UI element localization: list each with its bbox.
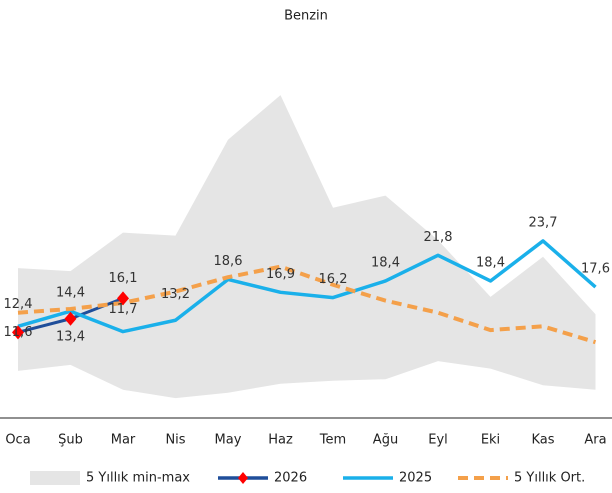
data-label: 14,4 <box>56 286 85 301</box>
data-label: 11,6 <box>4 325 33 340</box>
legend-label: 5 Yıllık Ort. <box>514 471 585 486</box>
x-tick-label: May <box>215 433 242 448</box>
x-tick-label: Şub <box>58 433 83 448</box>
x-tick-label: Kas <box>531 433 554 448</box>
x-tick-label: Mar <box>111 433 136 448</box>
data-label: 12,4 <box>4 297 33 312</box>
data-label: 18,4 <box>476 255 505 270</box>
x-tick-label: Eyl <box>428 433 448 448</box>
series-line <box>17 239 597 334</box>
x-tick-label: Eki <box>481 433 500 448</box>
chart-title: Benzin <box>284 9 328 24</box>
data-label: 17,6 <box>581 262 610 277</box>
legend-label: 2026 <box>274 471 307 486</box>
x-tick-label: Ağu <box>373 433 398 448</box>
legend-marker <box>238 472 248 484</box>
marker <box>12 325 24 340</box>
data-label: 21,8 <box>424 230 453 245</box>
min-max-band <box>18 95 596 399</box>
x-tick-label: Oca <box>5 433 30 448</box>
data-label: 13,2 <box>161 287 190 302</box>
x-tick-label: Haz <box>268 433 293 448</box>
data-label: 16,2 <box>319 272 348 287</box>
legend-label: 2025 <box>399 471 432 486</box>
x-tick-label: Ara <box>584 433 606 448</box>
data-label: 13,4 <box>56 329 85 344</box>
data-label: 23,7 <box>529 215 558 230</box>
legend-swatch <box>30 471 80 485</box>
legend-label: 5 Yıllık min-max <box>86 471 190 486</box>
data-label: 18,6 <box>214 254 243 269</box>
data-label: 18,4 <box>371 255 400 270</box>
marker <box>64 311 77 326</box>
x-tick-label: Nis <box>165 433 185 448</box>
marker <box>117 291 129 306</box>
series-line <box>17 264 597 345</box>
x-tick-label: Tem <box>319 433 346 448</box>
data-label: 16,1 <box>109 271 138 286</box>
data-label: 16,9 <box>266 267 295 282</box>
data-label: 11,7 <box>109 302 138 317</box>
